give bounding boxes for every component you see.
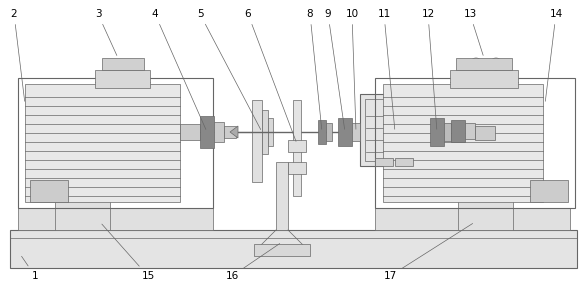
Bar [55,200,110,230]
Bar [352,123,360,141]
Text: 17: 17 [383,224,473,281]
Text: 12: 12 [422,9,437,129]
Bar [252,100,262,182]
Text: 8: 8 [307,9,322,129]
Bar [293,100,301,196]
Bar [530,180,568,202]
Bar [458,200,513,230]
Bar [451,120,465,142]
Bar [288,140,306,152]
Bar [318,120,326,144]
Text: 15: 15 [102,224,155,281]
Bar [338,118,352,146]
Bar [18,78,213,208]
Bar [465,123,475,139]
Bar [375,208,570,230]
Bar [375,78,575,208]
Bar [276,162,288,230]
Bar [456,58,512,70]
Bar [254,244,310,256]
Bar [10,230,577,268]
Bar [18,208,213,230]
Text: 1: 1 [22,256,38,281]
Bar [365,99,425,161]
Bar [180,124,200,140]
Bar [30,180,68,202]
Bar [224,126,236,138]
Bar [444,123,451,141]
Bar [360,94,430,166]
Bar [475,126,495,140]
Polygon shape [230,126,238,138]
Text: 10: 10 [345,9,359,129]
Bar [95,70,150,88]
Bar [25,84,180,202]
Text: 16: 16 [225,244,280,281]
Text: 14: 14 [545,9,563,101]
Bar [262,110,268,154]
Text: 5: 5 [197,9,260,130]
Text: 3: 3 [95,9,117,55]
Bar [450,70,518,88]
Bar [326,123,332,141]
Bar [375,158,393,166]
Bar [214,122,224,142]
Bar [395,158,413,166]
Text: 13: 13 [463,9,483,55]
Text: 6: 6 [245,9,296,141]
Bar [430,118,444,146]
Bar [200,116,214,148]
Text: 2: 2 [11,9,25,101]
Bar [102,58,144,70]
Bar [288,162,306,174]
Text: 4: 4 [152,9,206,130]
Text: 9: 9 [325,9,345,129]
Bar [268,118,273,146]
Text: 11: 11 [377,9,395,129]
Bar [383,84,543,202]
